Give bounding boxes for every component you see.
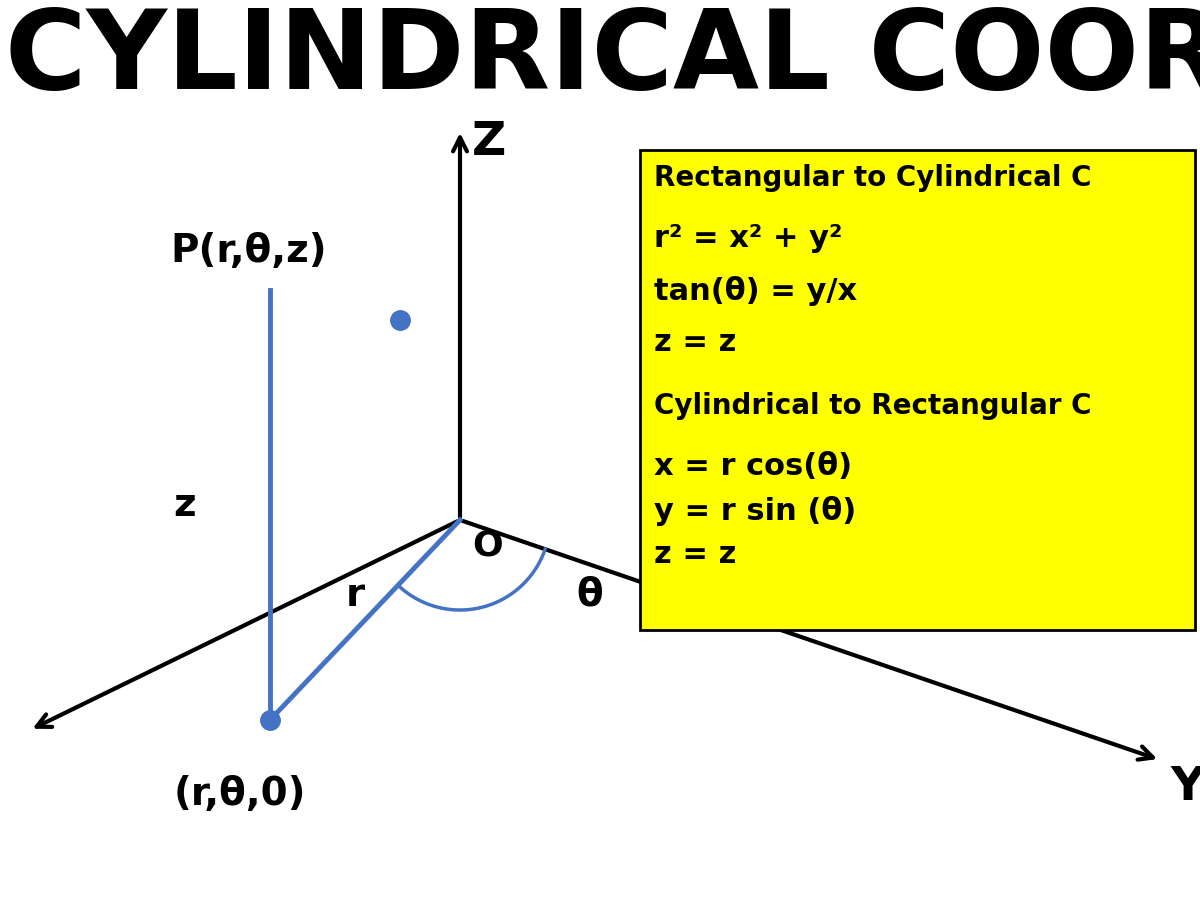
Text: Z: Z (472, 120, 506, 165)
Text: r² = x² + y²: r² = x² + y² (654, 224, 842, 253)
Bar (640, 150, 1195, 630)
Text: O: O (472, 528, 503, 562)
Text: y = r sin (θ): y = r sin (θ) (654, 496, 857, 526)
Text: z = z: z = z (654, 540, 737, 569)
Text: Y: Y (1170, 765, 1200, 810)
Text: CYLINDRICAL COORDINATES: CYLINDRICAL COORDINATES (5, 5, 1200, 112)
Text: z: z (174, 486, 197, 524)
Text: tan(θ) = y/x: tan(θ) = y/x (654, 276, 857, 306)
Text: P(r,θ,z): P(r,θ,z) (170, 232, 326, 270)
Text: Rectangular to Cylindrical C: Rectangular to Cylindrical C (654, 164, 1092, 192)
Text: z = z: z = z (654, 328, 737, 357)
Text: (r,θ,0): (r,θ,0) (174, 775, 306, 813)
Text: r: r (346, 576, 365, 614)
Text: x = r cos(θ): x = r cos(θ) (654, 452, 852, 481)
Text: θ: θ (577, 576, 604, 614)
Text: Cylindrical to Rectangular C: Cylindrical to Rectangular C (654, 392, 1092, 420)
